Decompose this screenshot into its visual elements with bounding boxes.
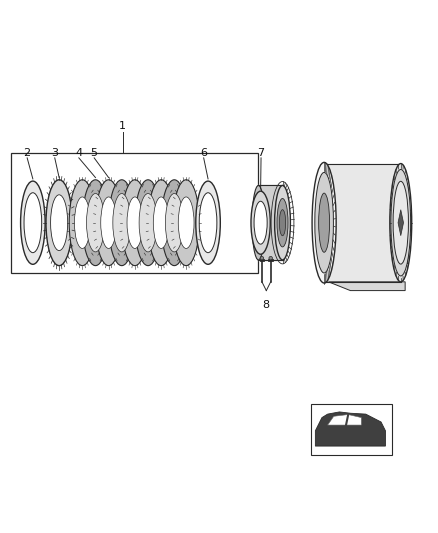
Ellipse shape [87, 193, 104, 252]
Ellipse shape [122, 180, 148, 265]
Ellipse shape [69, 180, 95, 265]
Ellipse shape [139, 193, 157, 252]
Ellipse shape [279, 209, 286, 236]
Ellipse shape [166, 193, 183, 252]
Ellipse shape [24, 193, 42, 253]
Ellipse shape [277, 198, 288, 247]
Ellipse shape [178, 197, 194, 248]
Ellipse shape [312, 163, 336, 283]
Ellipse shape [391, 169, 411, 276]
Text: 7: 7 [258, 149, 265, 158]
Text: 1: 1 [119, 122, 126, 131]
Ellipse shape [127, 197, 143, 248]
Bar [11, 152, 258, 273]
Ellipse shape [393, 181, 409, 264]
Ellipse shape [109, 180, 135, 265]
Ellipse shape [161, 180, 187, 265]
Polygon shape [398, 209, 403, 236]
Ellipse shape [199, 193, 217, 253]
Ellipse shape [318, 193, 330, 252]
Ellipse shape [173, 180, 199, 265]
Ellipse shape [196, 181, 220, 264]
Text: 3: 3 [51, 149, 58, 158]
Ellipse shape [251, 191, 270, 254]
Ellipse shape [254, 201, 267, 244]
Polygon shape [328, 415, 361, 425]
Ellipse shape [153, 197, 169, 248]
Ellipse shape [315, 173, 333, 273]
Text: 2: 2 [24, 149, 31, 158]
Ellipse shape [46, 180, 72, 265]
Ellipse shape [148, 180, 174, 265]
Ellipse shape [95, 180, 122, 265]
Circle shape [269, 256, 272, 260]
Polygon shape [315, 412, 385, 446]
Ellipse shape [74, 197, 90, 248]
Ellipse shape [390, 164, 412, 282]
Ellipse shape [21, 181, 45, 264]
Text: 8: 8 [263, 300, 270, 310]
Text: 4: 4 [75, 149, 82, 158]
Ellipse shape [82, 180, 109, 265]
Circle shape [260, 256, 264, 260]
Text: 6: 6 [200, 149, 207, 158]
Text: 5: 5 [91, 149, 98, 158]
Ellipse shape [50, 195, 67, 251]
Ellipse shape [101, 197, 117, 248]
Ellipse shape [113, 193, 131, 252]
Ellipse shape [252, 185, 265, 260]
Ellipse shape [275, 185, 290, 260]
Polygon shape [328, 282, 405, 290]
Bar [311, 405, 392, 455]
Ellipse shape [135, 180, 161, 265]
